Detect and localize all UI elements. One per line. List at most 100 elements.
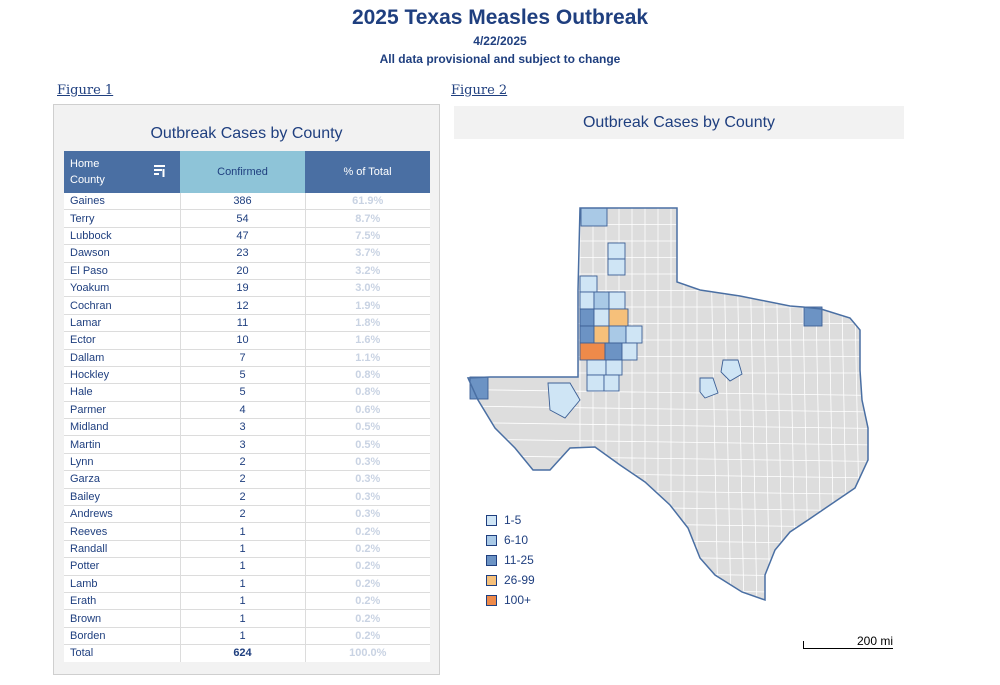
table-row[interactable]: Yoakum 19 3.0% [64,279,430,298]
outbreak-county[interactable] [608,308,629,327]
outbreak-county[interactable] [625,325,643,344]
county-cell: Hockley [64,366,181,385]
table-row[interactable]: Bailey 2 0.3% [64,488,430,507]
table-row[interactable]: Lamb 1 0.2% [64,575,430,593]
table-row[interactable]: Potter 1 0.2% [64,557,430,576]
confirmed-cell: 1 [180,522,306,541]
outbreak-county[interactable] [593,325,610,344]
table-row[interactable]: Parmer 4 0.6% [64,401,430,420]
county-cell: Bailey [64,488,181,507]
confirmed-cell: 1 [180,609,306,628]
report-date: 4/22/2025 [473,34,527,48]
county-cell: Lamb [64,575,181,593]
pct-total-cell: 0.3% [305,505,430,524]
table-row[interactable]: Cochran 12 1.9% [64,296,430,315]
table-row[interactable]: El Paso 20 3.2% [64,262,430,280]
col-header-home-county[interactable]: Home County [64,151,180,193]
county-cell: Dallam [64,349,181,367]
pct-total-cell: 0.2% [305,627,430,646]
county-boundary-line [865,208,868,600]
pct-total-cell: 0.5% [305,418,430,437]
outbreak-county[interactable] [699,377,719,399]
table-row[interactable]: Lubbock 47 7.5% [64,227,430,246]
outbreak-county[interactable] [605,359,623,376]
outbreak-counties [469,207,823,419]
table-row[interactable]: Ector 10 1.6% [64,331,430,350]
outbreak-county[interactable] [579,308,595,327]
outbreak-county[interactable] [603,374,620,392]
page-title: 2025 Texas Measles Outbreak [351,6,649,29]
legend-item: 11-25 [486,550,535,570]
county-cell: Cochran [64,296,181,315]
col-header-home-label: Home [70,158,100,170]
confirmed-cell: 20 [180,262,306,280]
outbreak-county[interactable] [607,242,626,260]
outbreak-county[interactable] [803,306,823,327]
outbreak-county[interactable] [580,207,608,227]
table-row[interactable]: Martin 3 0.5% [64,435,430,454]
county-cell: Reeves [64,522,181,541]
pct-total-cell: 0.3% [305,488,430,507]
outbreak-county[interactable] [608,325,627,344]
table-row[interactable]: Lynn 2 0.3% [64,453,430,472]
table-row[interactable]: Reeves 1 0.2% [64,522,430,541]
table-row[interactable]: Dawson 23 3.7% [64,244,430,263]
county-boundary-line [468,438,868,446]
table-row[interactable]: Randall 1 0.2% [64,540,430,559]
outbreak-county[interactable] [579,291,595,310]
outbreak-county[interactable] [593,308,610,327]
legend-label: 26-99 [504,573,535,587]
legend-label: 11-25 [504,553,534,567]
col-header-pct-total[interactable]: % of Total [305,151,430,193]
table-row[interactable]: Garza 2 0.3% [64,470,430,489]
table-row[interactable]: Gaines 386 61.9% [64,193,430,211]
county-boundary-line [468,389,868,396]
confirmed-cell: 2 [180,453,306,472]
pct-total-cell: 0.5% [305,435,430,454]
table-row[interactable]: Lamar 11 1.8% [64,314,430,333]
table-row[interactable]: Terry 54 8.7% [64,209,430,228]
texas-county-map [466,207,869,602]
outbreak-county[interactable] [720,359,743,382]
county-cell: Lynn [64,453,181,472]
outbreak-county[interactable] [579,275,598,293]
outbreak-county[interactable] [607,258,626,276]
table-row[interactable]: Brown 1 0.2% [64,609,430,628]
col-header-confirmed[interactable]: Confirmed [180,151,305,193]
outbreak-county[interactable] [586,359,607,376]
table-row[interactable]: Midland 3 0.5% [64,418,430,437]
pct-total-cell: 61.9% [305,193,430,211]
county-cell: El Paso [64,262,181,280]
confirmed-cell: 3 [180,418,306,437]
total-pct-cell: 100.0% [349,647,387,660]
table-row[interactable]: Borden 1 0.2% [64,627,430,646]
outbreak-county[interactable] [608,291,626,310]
pct-total-cell: 0.2% [305,557,430,576]
county-cases-table: Home County Confirmed % of Total Gaines 3… [64,151,430,662]
outbreak-county[interactable] [547,382,581,419]
pct-total-cell: 0.8% [305,383,430,402]
legend-swatch [486,534,497,546]
pct-total-cell: 0.2% [305,592,430,611]
outbreak-county[interactable] [593,291,610,310]
outbreak-county[interactable] [579,342,606,361]
outbreak-county[interactable] [604,342,623,361]
table-row[interactable]: Andrews 2 0.3% [64,505,430,524]
outbreak-county[interactable] [621,342,638,361]
map-legend: 1-5 6-10 11-25 26-99 100+ [486,510,535,610]
pct-total-cell: 0.3% [305,470,430,489]
county-cell: Yoakum [64,279,181,298]
table-row[interactable]: Erath 1 0.2% [64,592,430,611]
table-row[interactable]: Hale 5 0.8% [64,383,430,402]
sort-icon[interactable] [154,164,166,178]
figure-1-link[interactable]: Figure 1 [57,83,114,98]
legend-swatch [486,574,497,586]
pct-total-cell: 0.8% [305,366,430,385]
county-cell: Ector [64,331,181,350]
outbreak-county[interactable] [579,325,595,344]
outbreak-county[interactable] [586,374,605,392]
table-row[interactable]: Dallam 7 1.1% [64,349,430,367]
table-row[interactable]: Hockley 5 0.8% [64,366,430,385]
confirmed-cell: 54 [180,209,306,228]
figure-2-link[interactable]: Figure 2 [451,83,508,98]
